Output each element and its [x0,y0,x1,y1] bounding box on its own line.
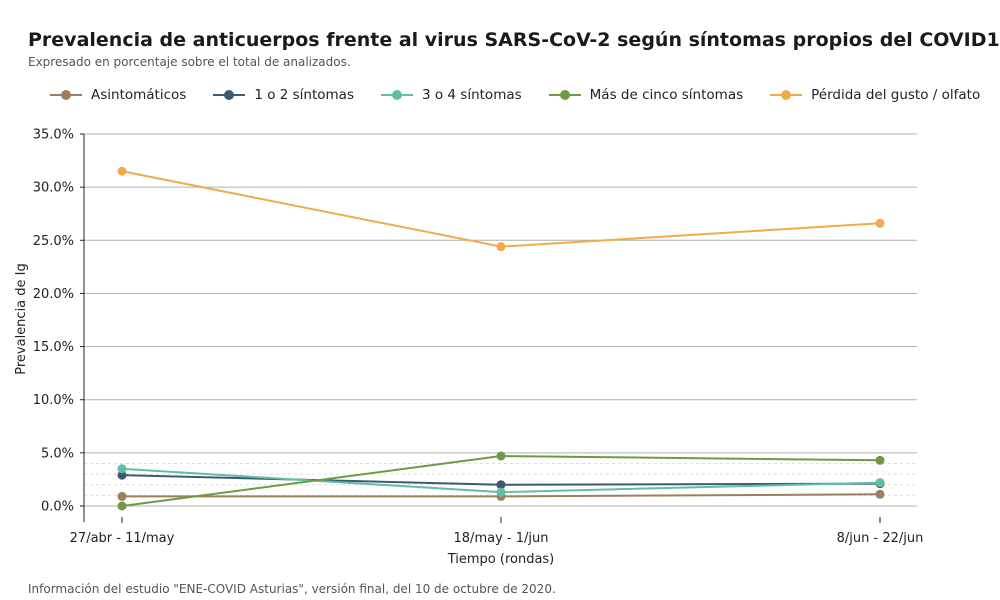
data-point [875,489,885,499]
series [117,166,885,252]
legend-item[interactable]: 3 o 4 síntomas [380,87,522,103]
x-tick-label: 27/abr - 11/may [70,531,175,546]
data-point [496,487,506,497]
legend-label: Pérdida del gusto / olfato [811,87,981,103]
x-tick-label: 8/jun - 22/jun [837,531,924,546]
legend-item[interactable]: 1 o 2 síntomas [213,87,354,103]
legend-swatch [548,88,581,102]
chart-subtitle: Expresado en porcentaje sobre el total d… [28,55,351,69]
grid-lines [84,133,917,507]
axes [80,133,881,523]
series-line [121,170,881,248]
legend-swatch [50,88,82,102]
data-point [117,470,127,480]
y-tick-label: 35.0% [33,128,74,143]
y-tick-labels: 0.0% 5.0% 10.0% 15.0% 20.0% 25.0% 30.0% 35.0% [33,128,74,515]
data-point [496,242,506,252]
y-tick-label: 0.0% [41,500,74,515]
chart-title: Prevalencia de anticuerpos frente al vir… [28,29,1000,51]
legend-swatch [380,88,413,102]
y-tick-label: 5.0% [41,446,74,461]
legend-label: Más de cinco síntomas [589,87,744,103]
source-note: Información del estudio "ENE-COVID Astur… [28,582,556,596]
data-point [117,491,127,501]
y-tick-label: 15.0% [33,340,74,355]
y-tick-label: 20.0% [33,287,74,302]
legend-item[interactable]: Pérdida del gusto / olfato [770,87,980,103]
data-point [117,501,127,511]
x-tick-labels: 27/abr - 11/may 18/may - 1/jun 8/jun - 22/… [70,531,924,546]
y-tick-label: 10.0% [33,393,74,408]
data-point [875,478,885,488]
legend-item[interactable]: Asintomáticos [50,87,186,103]
x-axis-title: Tiempo (rondas) [447,552,555,567]
legend-label: Asintomáticos [91,87,187,103]
legend-label: 1 o 2 síntomas [254,87,354,103]
series [117,451,885,511]
data-point [117,464,127,474]
y-axis-title: Prevalencia de Ig [14,263,29,375]
x-tick-label: 18/may - 1/jun [454,531,549,546]
y-tick-label: 30.0% [33,181,74,196]
legend-swatch [770,88,803,102]
legend-label: 3 o 4 síntomas [421,87,522,103]
data-point [875,455,885,465]
y-tick-label: 25.0% [33,234,74,249]
legend-swatch [213,88,246,102]
legend-item[interactable]: Más de cinco síntomas [548,87,744,103]
data-point [875,218,885,228]
chart-legend: Asintomáticos 1 o 2 síntomas 3 o 4 síntoma… [50,85,1000,105]
series-group [117,166,885,511]
series [117,464,885,497]
series [117,470,885,490]
data-point [496,480,506,490]
data-point [496,451,506,461]
data-point [117,166,127,176]
